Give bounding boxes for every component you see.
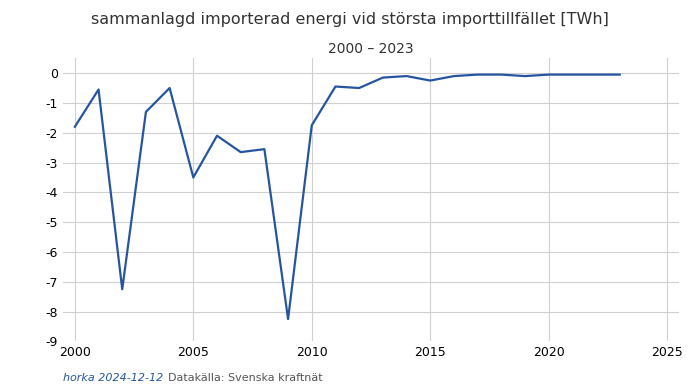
Text: sammanlagd importerad energi vid största importtillfället [TWh]: sammanlagd importerad energi vid största… — [91, 12, 609, 27]
Text: Datakälla: Svenska kraftnät: Datakälla: Svenska kraftnät — [168, 373, 323, 383]
Title: 2000 – 2023: 2000 – 2023 — [328, 42, 414, 55]
Text: horka 2024-12-12: horka 2024-12-12 — [63, 373, 163, 383]
